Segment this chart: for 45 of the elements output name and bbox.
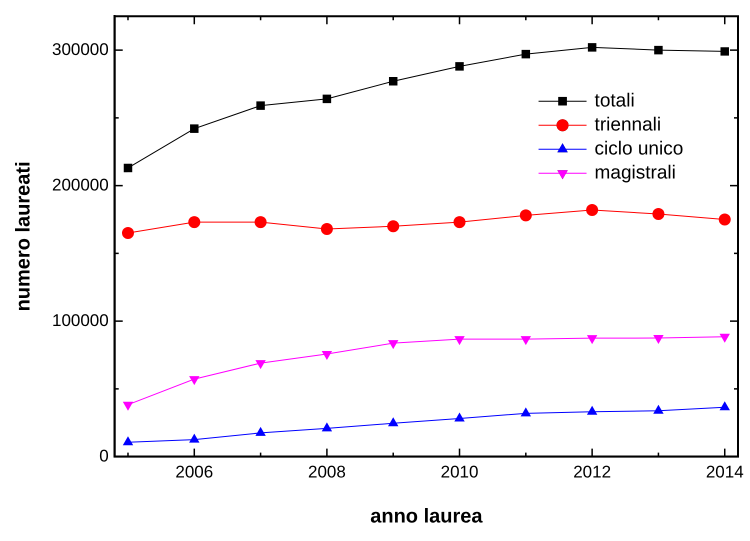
x-tick-label: 2008 [308, 462, 346, 482]
point [522, 50, 530, 58]
point [122, 227, 134, 240]
legend-label: magistrali [594, 162, 676, 184]
point [122, 436, 134, 446]
point [124, 164, 132, 172]
point [188, 216, 200, 228]
point [255, 426, 266, 436]
point [388, 77, 398, 86]
point [320, 222, 333, 235]
point [322, 94, 332, 104]
point [189, 434, 200, 443]
x-axis-title: anno laurea [370, 506, 484, 528]
point [322, 422, 332, 432]
point [388, 417, 398, 426]
point [190, 124, 199, 133]
x-tick-label: 2012 [573, 462, 612, 482]
point [720, 401, 730, 410]
point [520, 209, 532, 222]
x-tick-label: 2010 [440, 462, 478, 482]
legend-label: triennali [594, 114, 662, 136]
point [454, 216, 466, 228]
y-tick-label: 200000 [52, 175, 109, 194]
x-tick-label: 2006 [175, 462, 214, 482]
point [588, 43, 596, 52]
y-tick-label: 100000 [52, 310, 109, 330]
point [654, 46, 663, 54]
point [455, 62, 464, 71]
point [387, 220, 400, 232]
point [720, 47, 729, 56]
point [520, 407, 532, 416]
point [454, 412, 465, 422]
point [256, 101, 265, 110]
y-tick-label: 300000 [52, 40, 109, 59]
point [586, 204, 598, 216]
y-tick-label: 0 [99, 446, 109, 466]
legend-label: totali [594, 90, 635, 112]
point [653, 404, 664, 414]
y-axis-title: numero laureati [12, 161, 35, 312]
legend-label: ciclo unico [594, 138, 684, 160]
x-tick-label: 2014 [706, 462, 744, 482]
point [254, 216, 267, 228]
point [586, 406, 598, 415]
point [718, 213, 731, 226]
point [652, 208, 664, 220]
